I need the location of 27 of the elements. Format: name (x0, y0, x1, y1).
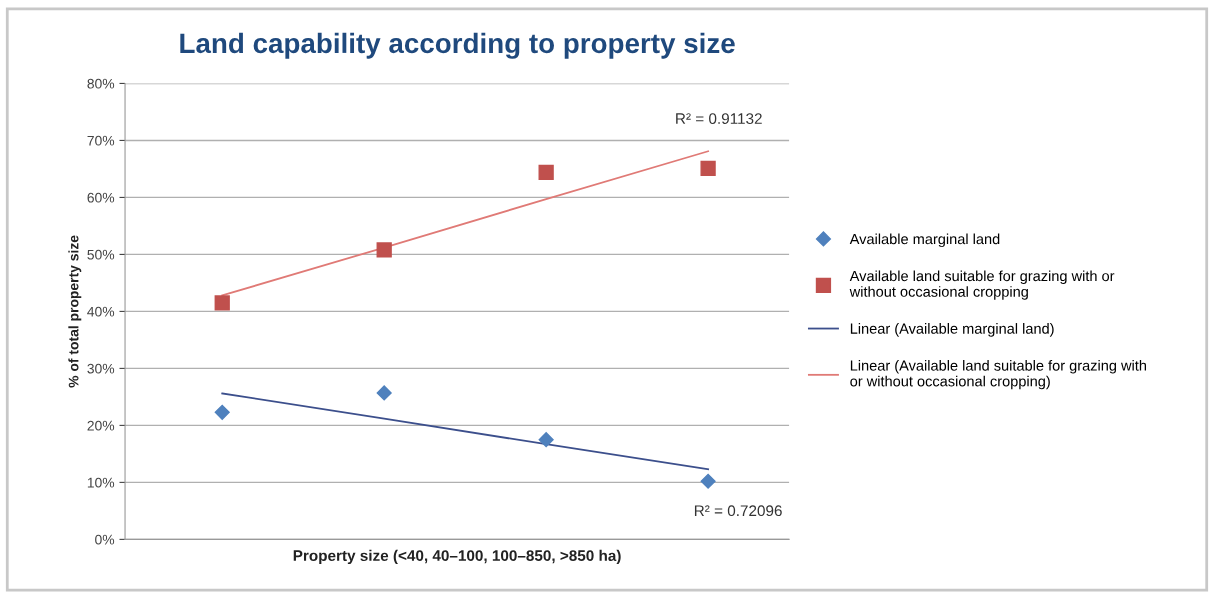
y-tick-label: 10% (87, 477, 115, 488)
y-tick-label: 80% (87, 78, 115, 89)
annotation: R² = 0.91132 (676, 113, 762, 125)
point (700, 473, 716, 489)
chart-title: Land capability according to property size (180, 32, 735, 59)
point (376, 385, 392, 401)
legend-label: Linear (Available marginal land) (850, 323, 1054, 337)
point (214, 295, 230, 311)
y-tick-label: 40% (87, 306, 115, 317)
x-axis-title: Property size (<40, 40–100, 100–850, >850 ha) (293, 549, 621, 565)
point (700, 160, 716, 176)
legend-label: Linear (Available land suitable for grazing with or without occasional cropping) (850, 360, 1146, 390)
legend-label: Available land suitable for grazing with or without occasional cropping (849, 270, 1115, 300)
point (538, 432, 554, 448)
y-tick-label: 30% (87, 363, 115, 374)
legend-label: Available marginal land (849, 233, 1000, 248)
line-series (221, 392, 710, 471)
y-tick-label: 20% (87, 420, 115, 431)
y-axis-title: % of total property size (68, 235, 82, 388)
annotation: R² = 0.72096 (694, 505, 782, 517)
y-tick-label: 0% (95, 534, 115, 545)
point (538, 164, 554, 180)
point (214, 404, 230, 420)
y-tick-label: 50% (87, 249, 115, 260)
y-tick-label: 70% (87, 135, 115, 146)
point (376, 242, 392, 258)
y-tick-label: 60% (87, 192, 115, 203)
